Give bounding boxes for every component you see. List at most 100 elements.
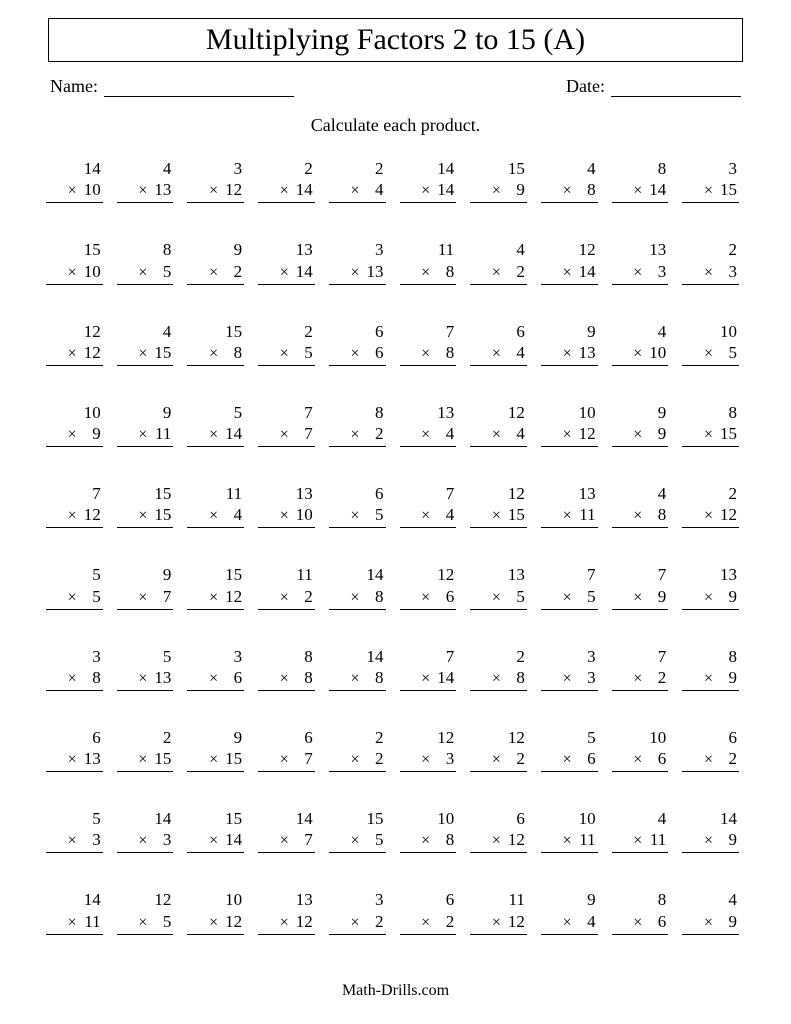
- times-icon: ×: [68, 588, 77, 608]
- multiplication-problem: 9×4: [541, 889, 604, 934]
- multiplier: 7: [293, 829, 313, 850]
- times-icon: ×: [68, 750, 77, 770]
- multiplier-row: ×14: [612, 179, 669, 203]
- multiplier: 2: [505, 748, 525, 769]
- multiplier: 9: [646, 423, 666, 444]
- multiplier: 12: [222, 586, 242, 607]
- multiplier-row: ×5: [470, 586, 527, 610]
- multiplicand: 4: [682, 889, 739, 910]
- multiplier-row: ×3: [541, 667, 598, 691]
- multiplier-row: ×5: [258, 342, 315, 366]
- multiplicand: 14: [329, 646, 386, 667]
- multiplication-problem: 3×6: [187, 646, 250, 691]
- multiplication-problem: 7×7: [258, 402, 321, 447]
- multiplication-problem: 5×5: [46, 564, 109, 609]
- multiplication-problem: 5×3: [46, 808, 109, 853]
- times-icon: ×: [492, 425, 501, 445]
- multiplication-problem: 14×14: [400, 158, 463, 203]
- multiplicand: 12: [46, 321, 103, 342]
- multiplier-row: ×4: [329, 179, 386, 203]
- multiplier: 15: [151, 748, 171, 769]
- multiplier: 8: [434, 261, 454, 282]
- multiplication-problem: 15×9: [470, 158, 533, 203]
- multiplier-row: ×15: [682, 179, 739, 203]
- multiplier: 6: [364, 342, 384, 363]
- multiplier-row: ×15: [682, 423, 739, 447]
- multiplier-row: ×5: [682, 342, 739, 366]
- multiplication-problem: 15×14: [187, 808, 250, 853]
- times-icon: ×: [633, 669, 642, 689]
- multiplicand: 4: [470, 239, 527, 260]
- multiplicand: 7: [541, 564, 598, 585]
- multiplier-row: ×14: [541, 261, 598, 285]
- multiplier: 5: [505, 586, 525, 607]
- multiplicand: 6: [470, 808, 527, 829]
- multiplier-row: ×4: [400, 423, 457, 447]
- multiplication-problem: 3×8: [46, 646, 109, 691]
- multiplicand: 7: [400, 483, 457, 504]
- times-icon: ×: [633, 263, 642, 283]
- multiplication-problem: 15×8: [187, 321, 250, 366]
- multiplicand: 13: [258, 239, 315, 260]
- multiplier: 7: [293, 423, 313, 444]
- multiplier-row: ×12: [470, 911, 527, 935]
- multiplicand: 2: [682, 239, 739, 260]
- multiplicand: 8: [117, 239, 174, 260]
- times-icon: ×: [138, 831, 147, 851]
- multiplicand: 15: [187, 564, 244, 585]
- multiplicand: 6: [258, 727, 315, 748]
- multiplier: 6: [222, 667, 242, 688]
- multiplier: 2: [222, 261, 242, 282]
- multiplicand: 9: [187, 239, 244, 260]
- multiplicand: 4: [612, 321, 669, 342]
- multiplier: 9: [717, 829, 737, 850]
- multiplication-problem: 12×4: [470, 402, 533, 447]
- multiplication-problem: 7×9: [612, 564, 675, 609]
- multiplier-row: ×8: [541, 179, 598, 203]
- multiplier: 2: [434, 911, 454, 932]
- multiplier: 15: [717, 179, 737, 200]
- multiplication-problem: 15×10: [46, 239, 109, 284]
- multiplicand: 13: [258, 889, 315, 910]
- times-icon: ×: [421, 181, 430, 201]
- multiplicand: 7: [612, 564, 669, 585]
- times-icon: ×: [350, 588, 359, 608]
- multiplier-row: ×11: [541, 829, 598, 853]
- multiplication-problem: 12×12: [46, 321, 109, 366]
- page-title: Multiplying Factors 2 to 15 (A): [59, 23, 732, 57]
- times-icon: ×: [280, 344, 289, 364]
- multiplicand: 6: [329, 321, 386, 342]
- multiplier: 4: [505, 342, 525, 363]
- multiplication-problem: 6×13: [46, 727, 109, 772]
- multiplication-problem: 9×2: [187, 239, 250, 284]
- multiplier: 9: [717, 911, 737, 932]
- multiplier: 4: [434, 504, 454, 525]
- multiplication-problem: 9×13: [541, 321, 604, 366]
- multiplier: 13: [151, 179, 171, 200]
- multiplication-problem: 13×3: [612, 239, 675, 284]
- multiplier: 12: [222, 179, 242, 200]
- multiplication-problem: 13×12: [258, 889, 321, 934]
- times-icon: ×: [704, 506, 713, 526]
- multiplier: 14: [434, 179, 454, 200]
- times-icon: ×: [563, 344, 572, 364]
- times-icon: ×: [350, 425, 359, 445]
- multiplication-problem: 4×10: [612, 321, 675, 366]
- multiplier-row: ×13: [541, 342, 598, 366]
- multiplication-problem: 9×11: [117, 402, 180, 447]
- multiplier-row: ×6: [541, 748, 598, 772]
- multiplier: 2: [646, 667, 666, 688]
- multiplicand: 2: [682, 483, 739, 504]
- multiplier-row: ×13: [329, 261, 386, 285]
- multiplicand: 15: [470, 158, 527, 179]
- multiplier: 5: [293, 342, 313, 363]
- multiplier: 4: [576, 911, 596, 932]
- name-blank[interactable]: [104, 77, 294, 97]
- times-icon: ×: [421, 913, 430, 933]
- multiplication-problem: 2×2: [329, 727, 392, 772]
- times-icon: ×: [704, 750, 713, 770]
- multiplicand: 12: [117, 889, 174, 910]
- multiplication-problem: 2×12: [682, 483, 745, 528]
- times-icon: ×: [209, 913, 218, 933]
- date-blank[interactable]: [611, 77, 741, 97]
